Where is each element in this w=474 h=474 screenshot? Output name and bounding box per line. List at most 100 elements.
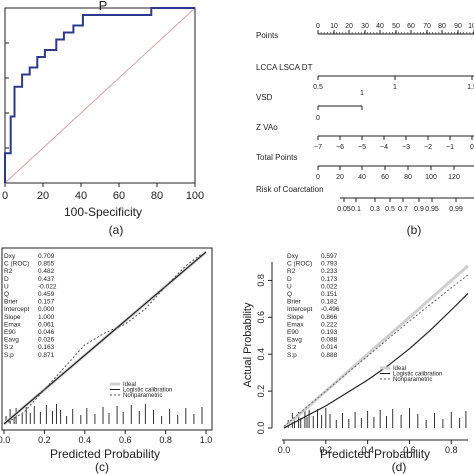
stat-value: 1.000: [38, 314, 55, 321]
panel-a-title: P: [99, 0, 108, 13]
x-tick-label: 0.8: [159, 435, 172, 445]
panel-b-row: VSD 0 1: [256, 90, 364, 122]
panel-d-ideal-line: [283, 264, 469, 430]
panel-b-tick-label: −7: [314, 144, 322, 151]
panel-b-tick-label: 40: [376, 23, 384, 30]
panel-b-row-label: Total Points: [256, 153, 297, 162]
panel-b-row-label: Risk of Coarctation: [256, 185, 324, 194]
panel-c-caption: (c): [95, 460, 109, 474]
stat-value: 0.182: [321, 299, 338, 306]
legend-entry: Nonparametric: [123, 393, 162, 399]
stat-name: S:z: [4, 344, 13, 351]
panel-a-y-ticks: [5, 7, 9, 184]
x-tick-label: 1.0: [200, 435, 213, 445]
panel-b-row: Z VAo −7 −6 −5 −4 −3 −2 −1 0: [256, 123, 474, 151]
stat-name: Emax: [287, 321, 304, 328]
stat-name: Eavg: [4, 337, 19, 344]
stat-value: 0.157: [38, 299, 55, 306]
panel-d-stats: Dxy 0.597 C (ROC) 0.793 R2 0.233 D 0.173 U 0.022 Q…: [287, 253, 340, 359]
panel-b-tick-label: 100: [425, 174, 437, 181]
stat-value: 0.233: [321, 268, 338, 275]
stat-name: S:p: [4, 352, 14, 359]
panel-d-nonparametric-curve: [283, 274, 469, 427]
panel-b-tick-label: 0.05: [337, 206, 351, 213]
panel-a-x-tick-label: 100: [186, 190, 204, 202]
x-tick-label: 0.2: [38, 435, 51, 445]
panel-a: P 0 20 40 60 80 100 100-Specificity (a): [2, 0, 204, 237]
stat-name: D: [287, 276, 292, 283]
panel-b-tick-label: 0.95: [425, 206, 439, 213]
panel-b-tick-label: 100: [468, 23, 474, 30]
panel-c-x-axis-label: Predicted Probability: [50, 447, 160, 461]
x-tick-label: 0.6: [119, 435, 132, 445]
stat-value: 0.046: [38, 329, 55, 336]
panel-b-tick-label: 0: [316, 115, 320, 122]
stat-value: 0.482: [38, 268, 55, 275]
legend-entry: Logistic calibration: [393, 372, 442, 378]
panel-b-tick-label: 1: [393, 84, 397, 91]
panel-b-row: Points 0 10 20 30 40 50 60 70 80 90 100: [256, 23, 474, 40]
panel-a-x-tick-label: 60: [113, 190, 125, 202]
stat-name: C (ROC): [287, 261, 312, 268]
stat-name: Emax: [4, 321, 21, 328]
stat-name: Eavg: [287, 337, 302, 344]
stat-value: 0.088: [321, 337, 338, 344]
y-tick-label: 0.4: [256, 348, 266, 361]
panel-d-x-axis-label: Predicted Probability: [320, 447, 430, 461]
stat-value: 0.222: [321, 321, 338, 328]
stat-value: 0.061: [38, 321, 55, 328]
panel-b-tick-label: −1: [446, 144, 454, 151]
y-tick-label: 0.8: [256, 274, 266, 287]
stat-name: U: [4, 283, 9, 290]
legend-entry: Logistic calibration: [123, 388, 172, 394]
y-tick-label: 0.6: [256, 311, 266, 324]
panel-b-tick-label: −6: [336, 144, 344, 151]
stat-name: E90: [4, 329, 16, 336]
stat-name: R2: [4, 268, 13, 275]
stat-value: 0.866: [321, 314, 338, 321]
panel-b-tick-label: 0: [316, 174, 320, 181]
panel-c-plot-frame: [1, 247, 213, 431]
panel-a-x-tick-label: 20: [37, 190, 49, 202]
stat-name: E90: [287, 329, 299, 336]
stat-value: 0.888: [321, 352, 338, 359]
panel-a-x-tick-label: 0: [2, 190, 8, 202]
stat-value: 0.709: [38, 253, 55, 260]
panel-b-tick-label: −2: [424, 144, 432, 151]
panel-b-tick-label: −3: [402, 144, 410, 151]
panel-b-tick-label: 60: [407, 23, 415, 30]
panel-b-row: LCCA LSCA DT 0.5 1 1.5: [256, 63, 474, 91]
stat-name: Intercept: [287, 306, 312, 313]
panel-a-reference-line: [4, 7, 196, 184]
x-tick-label: 0.0: [278, 445, 291, 455]
panel-b-tick-label: −5: [358, 144, 366, 151]
panel-b-tick-label: 60: [381, 174, 389, 181]
stat-name: Dxy: [287, 253, 299, 260]
panel-b-caption: (b): [407, 223, 422, 237]
panel-b-tick-label: 40: [358, 174, 366, 181]
panel-b-tick-label: 90: [454, 23, 462, 30]
panel-d-logistic-calibration-curve: [283, 292, 469, 429]
stat-name: Slope: [4, 314, 21, 321]
panel-c: Dxy 0.709 C (ROC) 0.855 R2 0.482 D 0.437 U -0.022…: [0, 247, 213, 474]
stat-name: U: [287, 283, 292, 290]
panel-b-tick-label: 0.1: [351, 206, 361, 213]
x-tick-label: 0.4: [361, 445, 374, 455]
stat-name: Q: [287, 291, 292, 298]
panel-a-x-ticks: 0 20 40 60 80 100: [2, 183, 204, 202]
panel-b-tick-label: 1: [360, 90, 364, 97]
panel-b-tick-label: 10: [330, 23, 338, 30]
panel-b-row-label: LCCA LSCA DT: [256, 63, 313, 72]
panel-d-x-ticks: 0.0 0.2 0.4 0.6 0.8: [278, 440, 458, 455]
y-tick-label: 0.2: [256, 385, 266, 398]
panel-b-tick-label: 0.99: [449, 206, 463, 213]
panel-a-plot-frame: [4, 7, 196, 184]
panel-b-row: Total Points 0 20 40 60 80 100 120: [256, 153, 474, 181]
panel-c-x-ticks: 0.0 0.2 0.4 0.6 0.8 1.0: [0, 430, 212, 445]
x-tick-label: 0.8: [445, 445, 458, 455]
x-tick-label: 0.6: [403, 445, 416, 455]
